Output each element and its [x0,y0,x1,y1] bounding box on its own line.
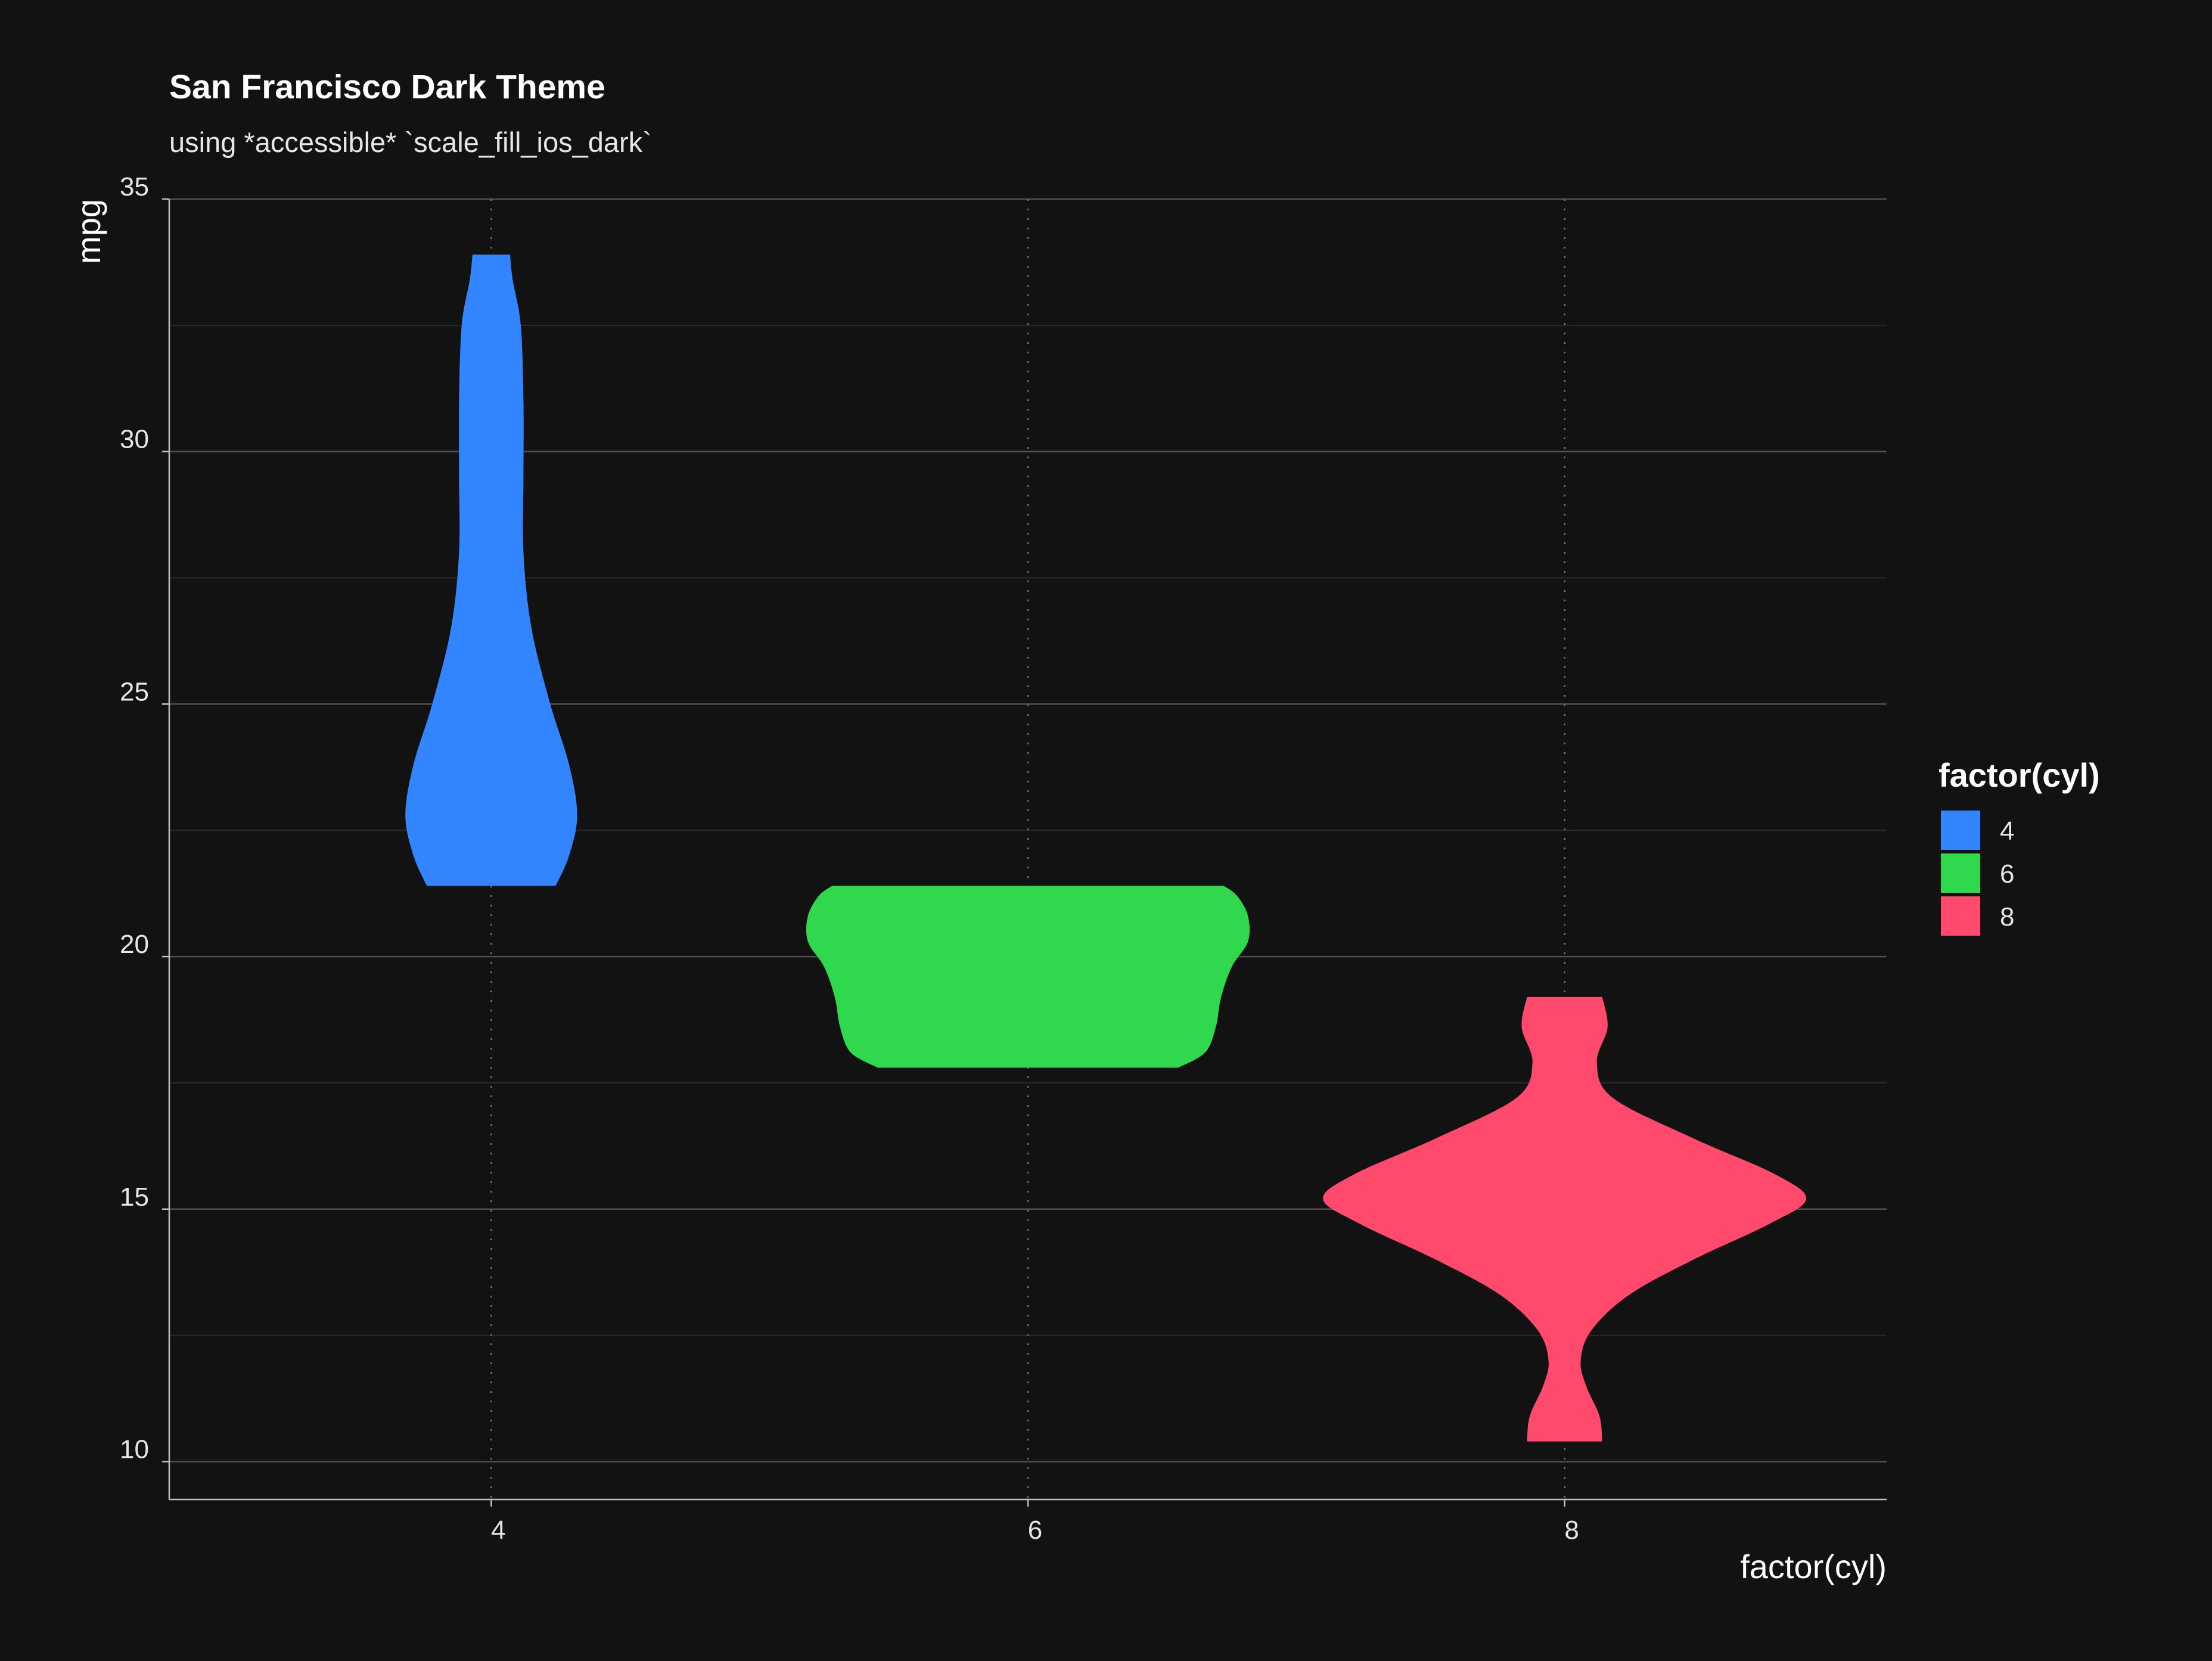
legend-swatch-8 [1941,896,1980,936]
chart-subtitle: using *accessible* `scale_fill_ios_dark` [169,126,652,158]
y-tick-label: 15 [120,1182,149,1212]
violins [405,254,1806,1442]
y-tick-label: 25 [120,677,149,706]
axes [168,199,1887,1501]
violin-4 [405,254,577,886]
legend-label-8: 8 [2000,902,2014,932]
legend: factor(cyl) 4 6 8 [1938,756,2100,936]
y-tick-label: 35 [120,172,149,201]
x-tick-label: 4 [491,1516,505,1545]
x-tick-label: 8 [1564,1516,1579,1545]
x-tick-label: 6 [1028,1516,1042,1545]
legend-title: factor(cyl) [1938,756,2100,794]
tick-labels: 10 15 20 25 30 35 4 6 8 [120,172,1579,1545]
violin-8 [1323,996,1806,1442]
legend-label-4: 4 [2000,816,2014,846]
legend-label-6: 6 [2000,859,2014,889]
violin-6 [806,886,1250,1068]
y-tick-label: 20 [120,930,149,959]
chart-title: San Francisco Dark Theme [169,68,605,106]
y-tick-label: 10 [120,1435,149,1464]
legend-swatch-6 [1941,853,1980,893]
legend-swatch-4 [1941,811,1980,850]
x-axis-title: factor(cyl) [1740,1548,1887,1585]
y-axis-title: mpg [70,199,107,264]
y-tick-label: 30 [120,425,149,454]
